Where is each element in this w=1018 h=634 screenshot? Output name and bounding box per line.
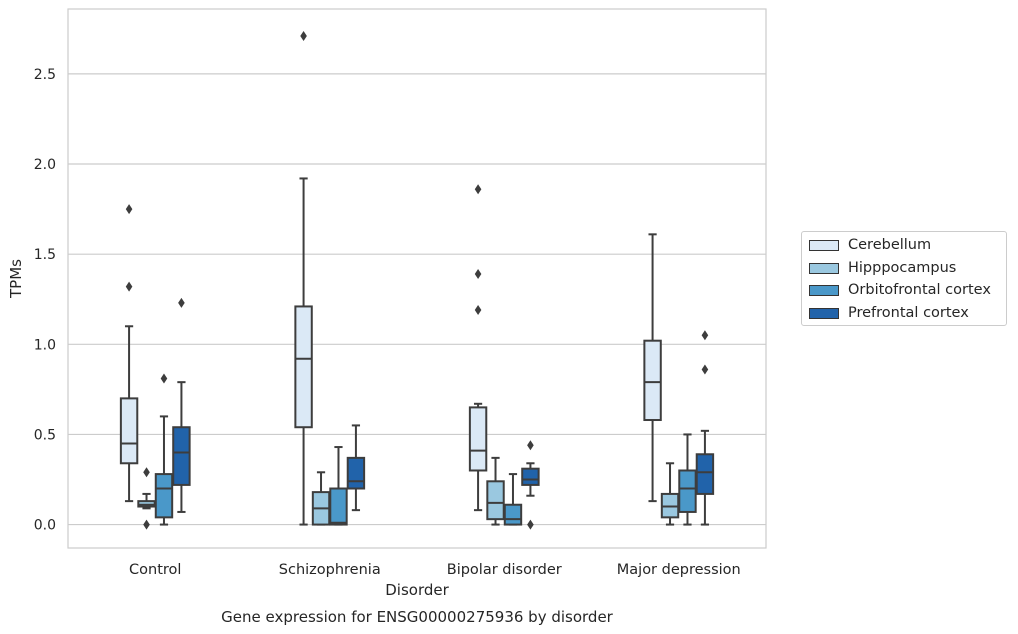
y-tick-label: 2.5 — [34, 67, 56, 83]
box-body — [486, 480, 505, 521]
outlier-point — [143, 519, 150, 530]
y-tick-label: 1.5 — [34, 247, 56, 263]
x-tick-label: Control — [129, 562, 181, 578]
box-body — [329, 487, 348, 526]
outlier-point — [125, 204, 133, 215]
box-body — [678, 469, 697, 513]
legend-swatch — [809, 307, 839, 319]
box-body — [503, 503, 523, 526]
legend: Cerebellum Hipppocampus Orbitofrontal co… — [801, 231, 1007, 326]
legend-item: Prefrontal cortex — [809, 302, 969, 324]
legend-label: Orbitofrontal cortex — [848, 282, 991, 298]
box-body — [695, 453, 715, 495]
outlier-point — [701, 364, 709, 375]
box — [294, 31, 313, 526]
box — [311, 471, 331, 526]
box-body — [119, 397, 139, 465]
box — [503, 473, 523, 526]
box-body — [346, 456, 366, 490]
box — [521, 440, 540, 530]
box — [695, 330, 715, 526]
y-tick-label: 2.0 — [34, 157, 56, 173]
box-body — [294, 305, 313, 429]
outlier-point — [143, 467, 150, 478]
x-axis-ticks: Control Schizophrenia Bipolar disorder Majo… — [129, 562, 741, 578]
outlier-point — [474, 184, 482, 195]
box-body — [172, 426, 191, 486]
box — [154, 373, 174, 526]
legend-label: Hipppocampus — [848, 260, 957, 276]
y-tick-label: 0.5 — [34, 427, 56, 443]
y-tick-label: 0.0 — [34, 518, 56, 534]
legend-swatch — [809, 262, 839, 274]
box — [678, 433, 697, 526]
box — [329, 446, 348, 526]
outlier-point — [701, 330, 709, 341]
x-tick-label: Schizophrenia — [279, 562, 381, 578]
box — [137, 467, 156, 530]
box — [119, 204, 139, 503]
outlier-point — [474, 268, 482, 279]
x-tick-label: Bipolar disorder — [447, 562, 562, 578]
y-axis-ticks: 0.0 0.5 1.0 1.5 2.0 2.5 — [34, 67, 56, 534]
box-series — [119, 31, 715, 530]
legend-label: Prefrontal cortex — [848, 305, 969, 321]
box-body — [643, 339, 662, 422]
box — [486, 456, 505, 526]
outlier-point — [474, 305, 482, 316]
x-tick-label: Major depression — [617, 562, 741, 578]
box — [468, 184, 488, 512]
box — [172, 297, 191, 513]
outlier-point — [178, 297, 185, 308]
legend-swatch — [809, 239, 839, 251]
plot-frame — [67, 8, 767, 549]
x-axis-label: Disorder — [385, 581, 449, 599]
box-body — [154, 473, 174, 519]
legend-swatch — [809, 284, 839, 296]
box — [643, 233, 662, 503]
legend-item: Cerebellum — [809, 234, 931, 256]
chart-title: Gene expression for ENSG00000275936 by d… — [221, 608, 614, 626]
outlier-point — [300, 31, 307, 42]
box-body — [521, 467, 540, 486]
outlier-point — [527, 519, 534, 530]
box — [346, 424, 366, 512]
legend-item: Hipppocampus — [809, 257, 956, 279]
y-axis-label: TPMs — [7, 259, 25, 299]
legend-label: Cerebellum — [848, 237, 932, 253]
box — [660, 462, 680, 526]
outlier-point — [527, 440, 534, 451]
outlier-point — [125, 281, 133, 292]
legend-item: Orbitofrontal cortex — [809, 279, 991, 301]
box-body — [468, 406, 488, 472]
outlier-point — [160, 373, 168, 384]
y-tick-label: 1.0 — [34, 337, 56, 353]
